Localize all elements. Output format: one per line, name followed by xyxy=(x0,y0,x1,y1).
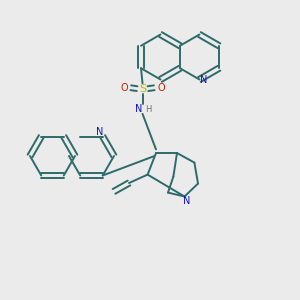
Text: O: O xyxy=(157,83,165,93)
Text: H: H xyxy=(145,104,152,113)
Text: O: O xyxy=(120,83,128,93)
Text: N: N xyxy=(96,127,103,137)
Text: N: N xyxy=(200,75,207,85)
Text: S: S xyxy=(139,84,146,94)
Text: N: N xyxy=(183,196,190,206)
Text: N: N xyxy=(135,104,142,114)
